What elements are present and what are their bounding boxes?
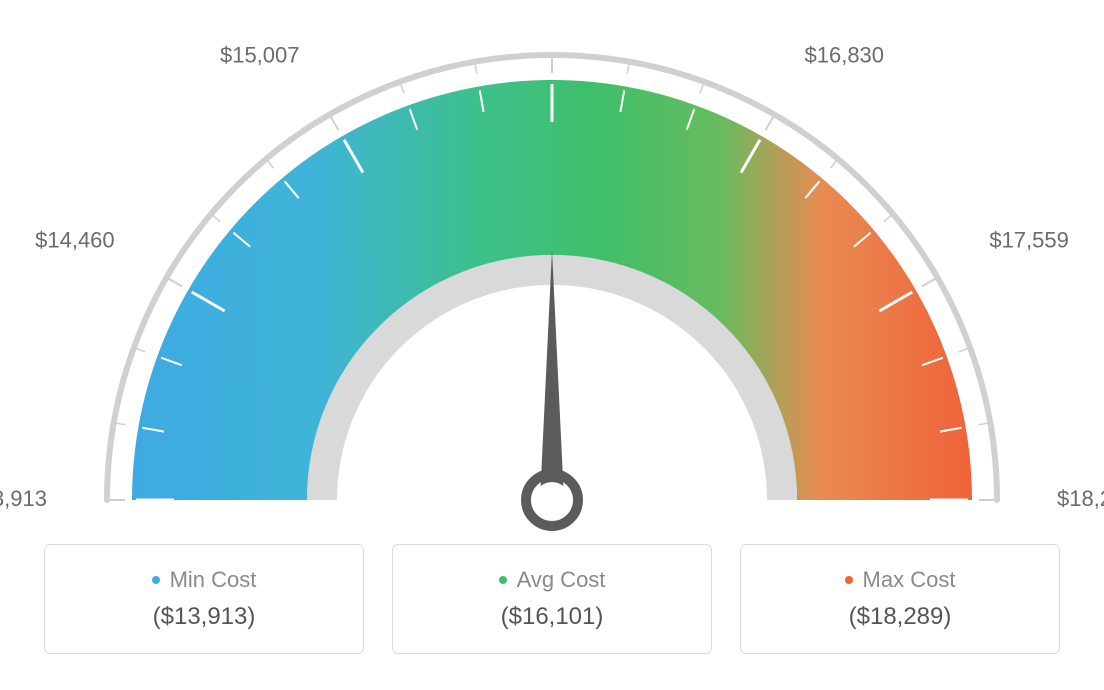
legend-label-avg: Avg Cost <box>517 567 606 593</box>
svg-text:$13,913: $13,913 <box>0 486 47 511</box>
legend-value-min: ($13,913) <box>153 603 256 631</box>
legend-top-min: Min Cost <box>152 567 257 593</box>
legend-label-min: Min Cost <box>170 567 257 593</box>
legend-dot-min <box>152 576 160 584</box>
svg-text:$15,007: $15,007 <box>220 43 300 68</box>
legend-label-max: Max Cost <box>863 567 956 593</box>
legend-dot-avg <box>499 576 507 584</box>
gauge-chart: $13,913$14,460$15,007$16,101$16,830$17,5… <box>0 0 1104 540</box>
legend-card-max: Max Cost ($18,289) <box>740 544 1060 654</box>
legend-value-max: ($18,289) <box>849 603 952 631</box>
svg-text:$14,460: $14,460 <box>35 228 115 253</box>
svg-text:$17,559: $17,559 <box>989 228 1069 253</box>
legend-top-avg: Avg Cost <box>499 567 606 593</box>
legend-card-avg: Avg Cost ($16,101) <box>392 544 712 654</box>
legend-row: Min Cost ($13,913) Avg Cost ($16,101) Ma… <box>0 544 1104 654</box>
legend-dot-max <box>845 576 853 584</box>
svg-text:$18,289: $18,289 <box>1057 486 1104 511</box>
svg-text:$16,830: $16,830 <box>805 43 885 68</box>
legend-card-min: Min Cost ($13,913) <box>44 544 364 654</box>
legend-top-max: Max Cost <box>845 567 956 593</box>
legend-value-avg: ($16,101) <box>501 603 604 631</box>
gauge-svg: $13,913$14,460$15,007$16,101$16,830$17,5… <box>0 0 1104 540</box>
